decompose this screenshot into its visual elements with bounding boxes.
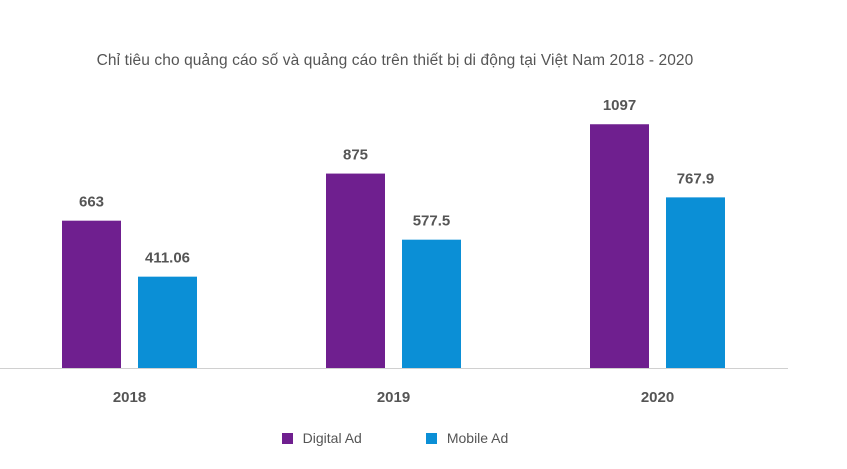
bar-digital-ad-2019 — [326, 173, 385, 368]
data-label-mobile-ad-2018: 411.06 — [145, 250, 190, 267]
data-label-digital-ad-2018: 663 — [79, 194, 104, 211]
bar-digital-ad-2018 — [62, 220, 121, 368]
chart-title: Chỉ tiêu cho quảng cáo số và quảng cáo t… — [96, 52, 694, 69]
x-tick-label-2020: 2020 — [641, 389, 674, 406]
bar-mobile-ad-2019 — [402, 239, 461, 368]
data-label-mobile-ad-2019: 577.5 — [413, 213, 451, 230]
legend: Digital Ad Mobile Ad — [0, 430, 790, 446]
legend-item-mobile-ad: Mobile Ad — [425, 430, 509, 446]
x-tick-label-2018: 2018 — [113, 389, 146, 406]
bars-layer — [62, 124, 725, 368]
bar-digital-ad-2020 — [590, 124, 649, 368]
legend-swatch-digital-ad — [281, 432, 293, 444]
bar-mobile-ad-2018 — [138, 276, 197, 368]
x-tick-label-2019: 2019 — [377, 389, 410, 406]
data-label-digital-ad-2019: 875 — [343, 147, 368, 164]
legend-item-digital-ad: Digital Ad — [281, 430, 362, 446]
legend-swatch-mobile-ad — [425, 432, 437, 444]
bar-mobile-ad-2020 — [666, 197, 725, 368]
legend-label-mobile-ad: Mobile Ad — [446, 430, 509, 446]
data-label-mobile-ad-2020: 767.9 — [677, 170, 715, 187]
legend-label-digital-ad: Digital Ad — [302, 430, 362, 446]
data-label-digital-ad-2020: 1097 — [603, 97, 636, 114]
labels-layer: 663 875 1097 411.06 577.5 767.9 2018 2019 2020 — [79, 97, 714, 406]
